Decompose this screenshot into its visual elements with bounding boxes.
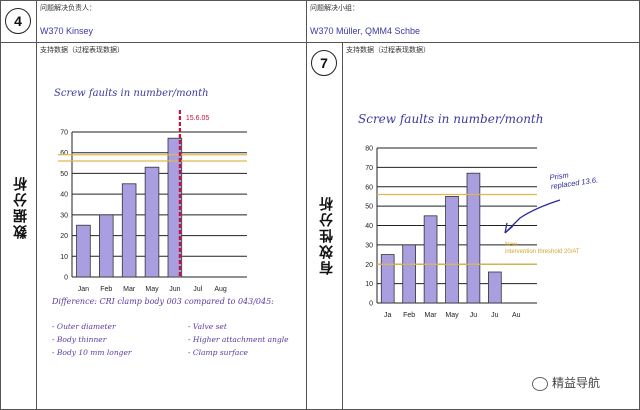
y-tick-label: 0 [64, 275, 68, 282]
difference-item-body-longer: - Body 10 mm longer [52, 348, 132, 357]
x-tick-label: Ja [384, 312, 392, 319]
right-bar-chart: 0 10 20 30 40 50 60 70 80 Ja Feb Mar May Ju Ju Au Prismr… [365, 146, 599, 320]
section-number-left: 4 [5, 8, 31, 34]
x-tick-label: Jun [169, 286, 180, 293]
prism-replaced-annotation: Prismreplaced 13.6. [549, 166, 599, 190]
difference-item-outer-diameter: - Outer diameter [52, 322, 116, 331]
team-label: 问题解决小组： [310, 4, 359, 12]
bar [76, 224, 91, 278]
x-tick-label: Feb [100, 286, 112, 293]
bar [167, 137, 183, 278]
y-tick-label: 10 [60, 254, 68, 261]
watermark: 精益导航 [532, 374, 600, 391]
x-tick-label: Jan [78, 286, 89, 293]
x-tick-label: Ju [491, 312, 499, 319]
center-divider [306, 0, 307, 410]
y-tick-label: 70 [365, 165, 373, 172]
difference-item-body-thinner: - Body thinner [52, 335, 107, 344]
wechat-icon [532, 376, 548, 391]
left-chart-title: Screw faults in number/month [54, 88, 209, 99]
bar [488, 271, 502, 304]
bar [121, 183, 137, 278]
annotation-line: Prism [549, 170, 569, 182]
annotation-arrow [504, 199, 561, 234]
bar [423, 215, 438, 304]
difference-item-valve-set: - Valve set [188, 322, 227, 331]
annotation-line: intervention threshold 20/AT [505, 249, 580, 255]
difference-heading: Difference: CRI clamp body 003 compared … [52, 297, 274, 306]
y-tick-label: 30 [365, 242, 373, 249]
threshold-annotation: New intervention threshold 20/AT [505, 242, 580, 255]
date-marker-label: 15.6.05 [186, 115, 209, 122]
watermark-text: 精益导航 [552, 376, 601, 390]
frame-left [0, 0, 1, 410]
frame-top [0, 0, 640, 1]
x-tick-label: Jul [193, 286, 202, 293]
x-tick-label: Feb [403, 312, 415, 319]
y-tick-label: 40 [60, 192, 68, 199]
y-tick-label: 70 [60, 130, 68, 137]
left-support-label: 支持数据（过程表现数据） [40, 46, 124, 54]
bar [99, 214, 114, 278]
left-label-column-divider [36, 0, 37, 410]
y-tick-label: 0 [369, 301, 373, 308]
y-tick-label: 50 [365, 204, 373, 211]
x-tick-label: May [145, 286, 159, 293]
bar [144, 166, 160, 278]
owner-value: W370 Kinsey [40, 26, 94, 36]
y-tick-label: 60 [60, 150, 68, 157]
bar [466, 172, 481, 304]
right-label-column-divider [342, 42, 343, 410]
right-support-label: 支持数据（过程表现数据） [346, 46, 430, 54]
left-vertical-title: 数据分析 [13, 175, 29, 239]
y-tick-label: 60 [365, 184, 373, 191]
difference-item-attachment-angle: - Higher attachment angle [188, 335, 289, 344]
y-tick-label: 80 [365, 146, 373, 153]
owner-label: 问题解决负责人： [40, 4, 96, 12]
right-chart-title: Screw faults in number/month [358, 112, 544, 126]
x-tick-label: Au [512, 312, 521, 319]
y-tick-label: 30 [60, 212, 68, 219]
y-tick-label: 10 [365, 281, 373, 288]
x-tick-label: Mar [123, 286, 136, 293]
x-tick-label: May [445, 312, 459, 319]
header-divider [0, 42, 640, 43]
y-tick-label: 20 [60, 233, 68, 240]
right-vertical-title: 有效性分析 [319, 195, 335, 275]
bar [402, 244, 416, 304]
bar [445, 196, 459, 304]
difference-item-clamp-surface: - Clamp surface [188, 348, 248, 357]
bar [380, 254, 395, 304]
x-tick-label: Ju [470, 312, 478, 319]
section-number-right: 7 [311, 50, 337, 76]
team-value: W370 Müller, QMM4 Schbe [310, 26, 421, 36]
x-tick-label: Mar [425, 312, 438, 319]
y-tick-label: 40 [365, 223, 373, 230]
annotation-line: New [505, 242, 518, 248]
left-bar-chart: 0 10 20 30 40 50 60 70 Jan Feb Mar May Jun Jul Aug 15.6… [58, 110, 247, 293]
y-tick-label: 20 [365, 262, 373, 269]
x-tick-label: Aug [214, 286, 227, 293]
y-tick-label: 50 [60, 171, 68, 178]
